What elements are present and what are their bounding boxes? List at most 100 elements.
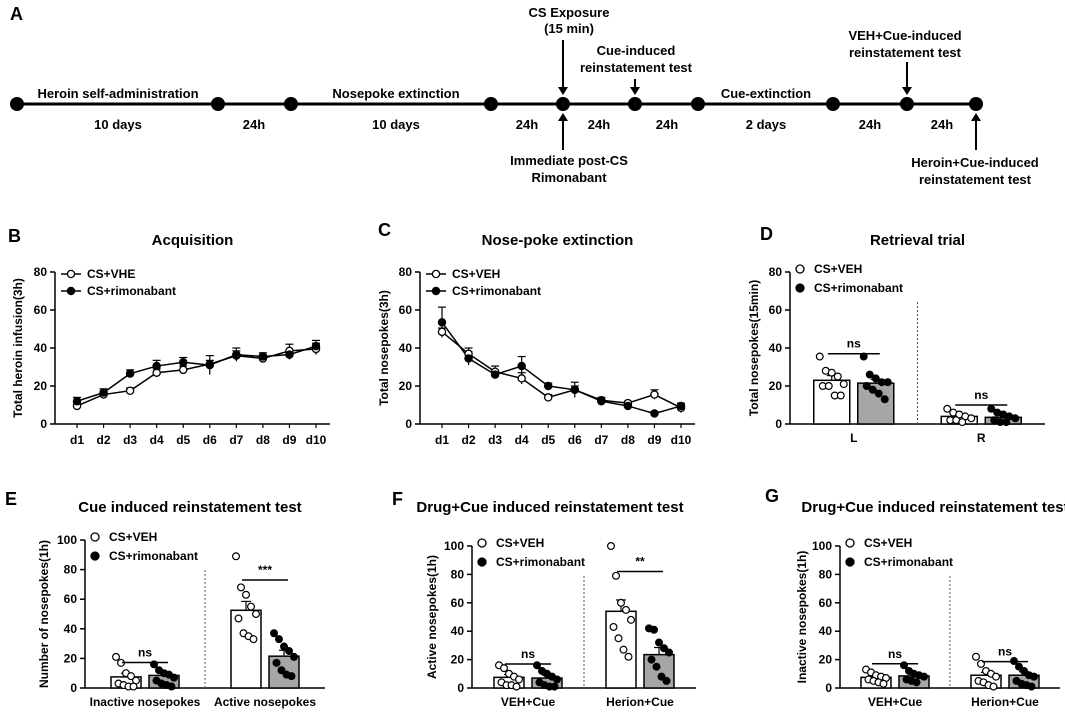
- chart-title: Drug+Cue induced reinstatement test: [416, 499, 683, 516]
- scatter-point: [647, 655, 656, 664]
- scatter-point: [275, 635, 284, 644]
- legend-marker: [477, 538, 487, 548]
- data-point: [650, 390, 659, 399]
- scatter-point: [991, 672, 1000, 681]
- y-tick-label: 80: [64, 563, 78, 577]
- timeline-label: 24h: [243, 117, 265, 132]
- timeline-label: 10 days: [94, 117, 142, 132]
- timeline-node: [484, 97, 498, 111]
- data-point: [676, 401, 686, 411]
- data-point: [178, 365, 188, 375]
- scatter-point: [621, 605, 630, 614]
- scatter-point: [550, 682, 559, 691]
- panel-label-F: F: [392, 489, 403, 509]
- scatter-point: [868, 385, 877, 394]
- bar: [857, 382, 895, 425]
- panel-label-A: A: [10, 4, 23, 24]
- bar: [230, 609, 262, 689]
- scatter-point: [234, 614, 243, 623]
- chart-panel-D: D Retrieval trial 0 20 40 60 80 Total nosepokes…: [747, 224, 1045, 445]
- legend-label: CS+rimonabant: [109, 549, 198, 563]
- legend-marker: [795, 264, 805, 274]
- scatter-point: [659, 644, 668, 653]
- data-point: [517, 361, 526, 371]
- x-tick-label: Herion+Cue: [971, 695, 1039, 709]
- legend-label: CS+VEH: [109, 530, 157, 544]
- data-point: [597, 396, 606, 406]
- timeline-node: [900, 97, 914, 111]
- scatter-point: [862, 382, 871, 391]
- scatter-point: [280, 642, 289, 651]
- y-tick-label: 40: [34, 341, 48, 355]
- scatter-point: [111, 652, 120, 661]
- y-tick-label: 0: [405, 417, 412, 431]
- data-point: [650, 409, 659, 418]
- scatter-point: [626, 615, 635, 624]
- scatter-point: [899, 661, 908, 670]
- x-tick-label: d9: [647, 433, 661, 447]
- legend-label: CS+rimonabant: [452, 284, 541, 298]
- x-tick-label: d10: [306, 433, 327, 447]
- legend-marker: [845, 538, 855, 548]
- data-point: [125, 369, 135, 378]
- y-tick-label: 40: [451, 624, 465, 638]
- significance-label: ns: [847, 337, 861, 351]
- panel-label-C: C: [378, 220, 391, 240]
- x-tick-label: L: [850, 431, 857, 445]
- panel-label-D: D: [760, 224, 773, 244]
- y-tick-label: 0: [457, 681, 464, 695]
- chart-panel-F: F Drug+Cue induced reinstatement test 0 20 4…: [392, 489, 696, 709]
- y-tick-label: 40: [399, 341, 413, 355]
- scatter-point: [833, 372, 842, 381]
- scatter-point: [657, 672, 666, 681]
- legend-label: CS+rimonabant: [496, 555, 585, 569]
- panel-label-E: E: [5, 489, 17, 509]
- data-point: [311, 341, 321, 351]
- x-tick-label: d5: [176, 433, 190, 447]
- chart-panel-G: G Drug+Cue induced reinstatement test 0 20 4…: [765, 486, 1065, 709]
- scatter-point: [270, 629, 279, 638]
- chart-title: Cue induced reinstatement test: [78, 499, 301, 516]
- x-tick-label: Inactive nosepokes: [90, 695, 201, 709]
- y-tick-label: 40: [64, 622, 78, 636]
- x-tick-label: d1: [70, 433, 84, 447]
- scatter-point: [880, 395, 889, 404]
- scatter-point: [514, 675, 523, 684]
- scatter-point: [167, 682, 176, 691]
- legend-label: CS+rimonabant: [814, 281, 903, 295]
- scatter-point: [871, 374, 880, 383]
- legend-label: CS+VEH: [452, 267, 500, 281]
- scatter-point: [989, 682, 998, 691]
- timeline-node: [211, 97, 225, 111]
- significance-label: **: [635, 555, 645, 569]
- y-axis-label: Total heroin infusion(3h): [11, 278, 25, 418]
- y-tick-label: 20: [769, 379, 783, 393]
- chart-title: Drug+Cue induced reinstatement test: [801, 499, 1065, 516]
- timeline-node: [10, 97, 24, 111]
- scatter-point: [967, 414, 976, 423]
- x-tick-label: d2: [462, 433, 476, 447]
- scatter-point: [652, 662, 661, 671]
- scatter-point: [879, 679, 888, 688]
- timeline-node: [556, 97, 570, 111]
- y-tick-label: 20: [399, 379, 413, 393]
- series-line: [441, 321, 682, 415]
- scatter-point: [606, 541, 615, 550]
- series-line: [76, 345, 317, 402]
- scatter-point: [654, 638, 663, 647]
- x-tick-label: d2: [97, 433, 111, 447]
- scatter-point: [815, 352, 824, 361]
- timeline-label: reinstatement test: [849, 45, 962, 60]
- scatter-point: [1014, 662, 1023, 671]
- x-tick-label: d3: [123, 433, 137, 447]
- timeline-label: 10 days: [372, 117, 420, 132]
- x-tick-label: VEH+Cue: [868, 695, 923, 709]
- scatter-point: [649, 625, 658, 634]
- scatter-point: [883, 378, 892, 387]
- scatter-point: [237, 583, 246, 592]
- y-tick-label: 80: [399, 265, 413, 279]
- y-tick-label: 80: [451, 567, 465, 581]
- scatter-point: [619, 645, 628, 654]
- scatter-point: [971, 652, 980, 661]
- scatter-point: [662, 676, 671, 685]
